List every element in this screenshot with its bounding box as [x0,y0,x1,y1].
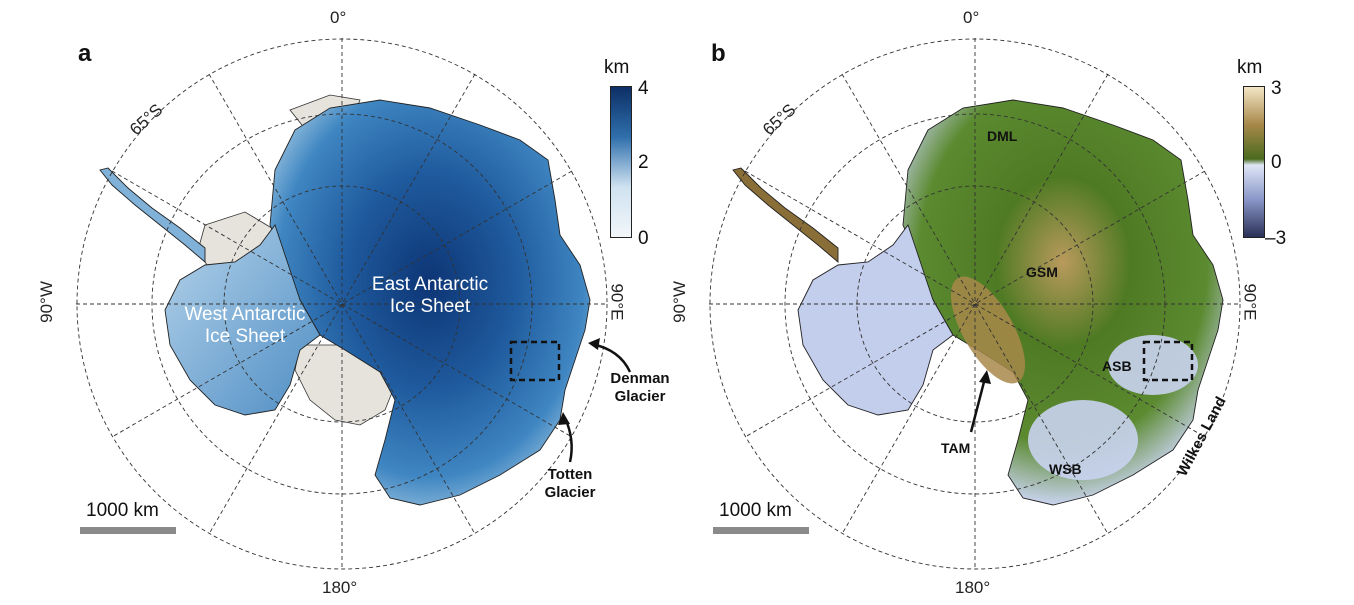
denman-line-1: Denman [610,370,670,387]
panel-label: b [711,40,726,67]
study-area-box [509,340,561,382]
west-antarctic-bed [797,224,954,416]
totten-arrowhead [558,412,570,425]
lon-label-top: 0° [330,8,347,27]
east-line-2: Ice Sheet [389,296,471,317]
region-gsm: GSM [1026,264,1058,280]
basin-patch-wsb [1028,400,1138,480]
colorbar-unit: km [1237,57,1263,78]
colorbar-tick-max: 4 [638,78,649,99]
highland-tam [951,276,1025,384]
study-area-box [1142,340,1194,382]
totten-line-2: Glacier [544,484,596,501]
graticule [709,38,1241,570]
scalebar [80,527,176,534]
lon-label-left: 90°W [36,281,56,323]
panel-a-ice-surface-map: a 0° 180° 90°W 90°E 65°S East Antarctic … [36,8,680,597]
scalebar-label: 1000 km [86,500,159,521]
denman-glacier-label: Denman Glacier [600,370,680,406]
lon-label-right: 90°E [607,283,627,321]
west-antarctic-label: West Antarctic Ice Sheet [170,304,320,348]
east-line-1: East Antarctic [371,274,489,295]
totten-glacier-label: Totten Glacier [530,466,610,502]
colorbar-unit: km [604,57,630,78]
colorbar-tick-min: 0 [638,228,649,249]
denman-line-2: Glacier [614,388,666,405]
colorbar-tick-min: –3 [1265,228,1287,249]
graticule [76,38,608,570]
region-wsb: WSB [1049,461,1082,477]
totten-line-1: Totten [547,466,593,483]
lon-label-bottom: 180° [322,578,358,597]
west-antarctic-ice-sheet [164,224,321,416]
panel-b-bed-elevation-map: b 0° 180° 90°W 90°E 65°S DML GSM ASB TAM… [633,0,1310,605]
lon-label-right: 90°E [1240,283,1260,321]
antarctic-peninsula [99,167,206,263]
panel-label: a [78,40,92,67]
colorbar-tick-mid: 2 [638,152,649,173]
scalebar [713,527,809,534]
region-asb: ASB [1102,358,1132,374]
colorbar-tick-max: 3 [1271,78,1282,99]
lon-label-bottom: 180° [955,578,991,597]
lon-label-left: 90°W [669,281,689,323]
east-antarctic-label: East Antarctic Ice Sheet [360,274,500,318]
peninsula-bed [732,167,839,263]
region-tam: TAM [941,440,971,456]
panel-a-map-svg [76,38,632,570]
colorbar [1243,86,1265,238]
denman-arrowhead [588,338,600,350]
lon-label-top: 0° [963,8,980,27]
panel-b-map-svg [709,38,1241,570]
west-line-2: Ice Sheet [204,326,286,347]
colorbar [610,86,632,238]
colorbar-tick-mid: 0 [1271,152,1282,173]
scalebar-label: 1000 km [719,500,792,521]
region-dml: DML [987,128,1018,144]
tam-arrow [969,377,987,433]
west-line-1: West Antarctic [184,304,306,325]
totten-arrow [563,417,573,463]
tam-arrowhead [979,370,991,384]
